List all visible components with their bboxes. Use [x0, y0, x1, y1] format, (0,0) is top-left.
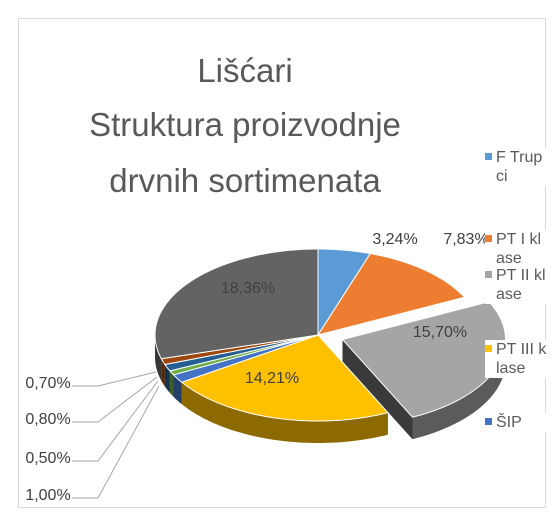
- legend-label: PT III klase: [496, 341, 547, 377]
- legend-item: PT II klase: [485, 266, 548, 304]
- data-label: 3,24%: [372, 231, 417, 248]
- chart-title: Lišćari: [197, 52, 293, 89]
- legend-swatch: [485, 235, 492, 242]
- data-label: 14,21%: [245, 370, 299, 387]
- legend-label: PT I klase: [496, 231, 542, 267]
- slice-side: [412, 339, 506, 440]
- legend-item: PT III klase: [485, 340, 548, 378]
- legend-label: F Trupci: [496, 149, 543, 185]
- leader-line: [72, 380, 159, 462]
- legend-item: ŠIP: [485, 413, 548, 432]
- data-label: 0,80%: [25, 411, 70, 428]
- legend-swatch: [485, 418, 492, 425]
- legend-label: PT II klase: [496, 267, 546, 303]
- slice: [154, 248, 319, 360]
- slice-side: [173, 374, 182, 405]
- slice-side: [169, 370, 174, 397]
- data-label: 7,83%: [443, 231, 488, 248]
- slice-side: [164, 364, 170, 393]
- legend-swatch: [485, 345, 492, 352]
- data-label: 0,50%: [25, 450, 70, 467]
- leader-line: [72, 371, 157, 387]
- chart-title: Struktura proizvodnje: [89, 106, 401, 143]
- legend-swatch: [485, 153, 492, 160]
- data-label: 1,00%: [25, 487, 70, 504]
- slice: [180, 334, 389, 422]
- slice-side: [181, 382, 388, 443]
- slice-face: [342, 339, 413, 440]
- leader-line: [72, 376, 158, 423]
- data-label: 15,70%: [413, 324, 467, 341]
- chart-title: drvnih sortimenata: [109, 162, 381, 199]
- tops: [154, 248, 507, 422]
- leader-line: [72, 385, 160, 499]
- slice: [317, 248, 372, 337]
- slice: [316, 252, 466, 336]
- data-label: 0,70%: [25, 375, 70, 392]
- data-label: 18,36%: [221, 280, 275, 297]
- legend-label: ŠIP: [496, 414, 522, 431]
- slice-side: [155, 335, 162, 381]
- legend-item: F Trupci: [485, 148, 548, 186]
- slice-side: [161, 358, 165, 387]
- legend-item: PT I klase: [485, 230, 548, 268]
- legend-swatch: [485, 271, 492, 278]
